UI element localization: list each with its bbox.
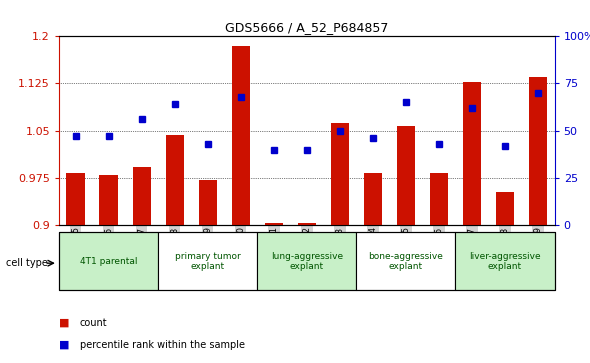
Bar [430,173,448,225]
Text: 4T1 parental: 4T1 parental [80,257,137,266]
Bar [463,82,481,225]
Bar [331,123,349,225]
Text: primary tumor
explant: primary tumor explant [175,252,241,271]
Text: ■: ■ [59,340,70,350]
Text: percentile rank within the sample: percentile rank within the sample [80,340,245,350]
Bar [257,232,356,290]
Bar [158,232,257,290]
Bar [59,232,158,290]
Text: liver-aggressive
explant: liver-aggressive explant [469,252,541,271]
Bar [133,167,150,225]
Bar [232,46,250,225]
Bar [67,173,84,225]
Bar [199,180,217,225]
Bar [364,173,382,225]
Bar [265,223,283,225]
Text: ■: ■ [59,318,70,328]
Bar [529,77,547,225]
Text: bone-aggressive
explant: bone-aggressive explant [369,252,443,271]
Bar [496,192,514,225]
Bar [397,126,415,225]
Title: GDS5666 / A_52_P684857: GDS5666 / A_52_P684857 [225,21,388,34]
Text: lung-aggressive
explant: lung-aggressive explant [271,252,343,271]
Bar [356,232,455,290]
Text: count: count [80,318,107,328]
Bar [100,175,117,225]
Text: cell type: cell type [6,258,48,268]
Bar [298,223,316,225]
Bar [166,135,183,225]
Bar [455,232,555,290]
